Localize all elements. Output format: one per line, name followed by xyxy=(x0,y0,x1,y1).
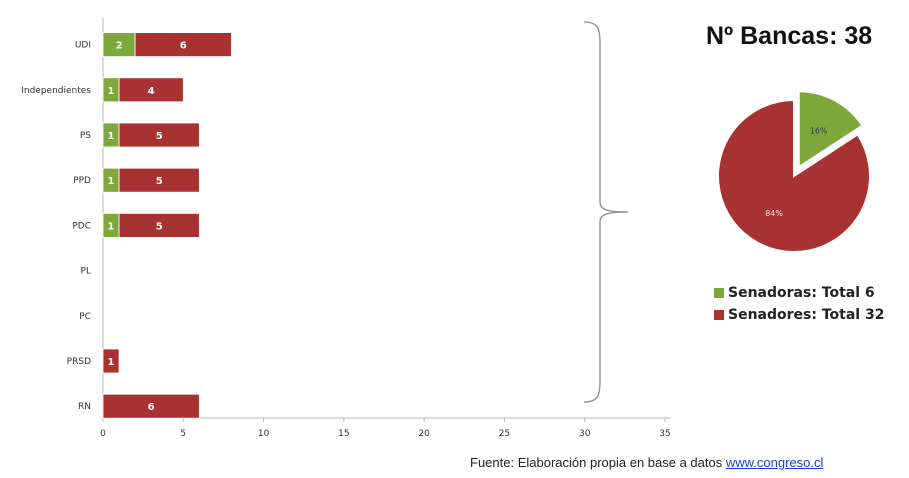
pie-slice-label: 84% xyxy=(765,209,783,218)
y-tick-label: PDC xyxy=(72,221,91,231)
bar-segment xyxy=(118,122,200,148)
bar-value-label: 4 xyxy=(148,86,155,97)
bar-segment xyxy=(118,167,200,193)
bar-value-label: 1 xyxy=(108,357,115,368)
x-tick-label: 20 xyxy=(418,429,430,439)
bar-value-label: 1 xyxy=(108,131,115,142)
pie-title: Nº Bancas: 38 xyxy=(706,22,873,50)
bar-value-label: 5 xyxy=(156,221,163,232)
bar-value-label: 6 xyxy=(180,41,187,52)
x-tick-label: 35 xyxy=(659,429,670,439)
y-tick-label: RN xyxy=(78,402,91,412)
y-tick-label: PS xyxy=(80,131,91,141)
y-tick-label: PRSD xyxy=(67,357,91,367)
bar-value-label: 2 xyxy=(116,41,123,52)
x-tick-label: 0 xyxy=(100,429,106,439)
legend-item-senadores: Senadores: Total 32 xyxy=(714,304,884,326)
pie-legend: Senadoras: Total 6 Senadores: Total 32 xyxy=(714,282,884,326)
x-tick-label: 5 xyxy=(180,429,186,439)
pie-slice xyxy=(717,98,871,253)
legend-swatch-senadores xyxy=(714,310,724,320)
x-tick-label: 30 xyxy=(579,429,591,439)
legend-label-senadores: Senadores: Total 32 xyxy=(728,307,885,323)
bar-value-label: 6 xyxy=(148,402,155,413)
x-tick-label: 10 xyxy=(258,429,270,439)
bar-segment xyxy=(118,77,184,103)
bar-value-label: 5 xyxy=(156,176,163,187)
legend-label-senadoras: Senadoras: Total 6 xyxy=(728,285,875,301)
grouping-bracket xyxy=(583,21,629,403)
pie-chart: 16% 84% xyxy=(717,90,871,253)
y-tick-label: PPD xyxy=(73,176,91,186)
y-tick-label: PC xyxy=(79,312,91,322)
x-tick-label: 25 xyxy=(499,429,510,439)
bar-segment xyxy=(134,32,232,57)
y-tick-label: Independientes xyxy=(21,86,91,96)
legend-swatch-senadoras xyxy=(714,288,724,298)
bar-value-label: 1 xyxy=(108,176,115,187)
y-tick-label: PL xyxy=(81,267,91,277)
x-tick-label: 15 xyxy=(338,429,349,439)
source-note: Fuente: Elaboración propia en base a dat… xyxy=(470,455,823,470)
y-tick-label: UDI xyxy=(75,41,91,51)
legend-item-senadoras: Senadoras: Total 6 xyxy=(714,282,884,304)
bar-segment xyxy=(102,348,120,374)
source-text: Fuente: Elaboración propia en base a dat… xyxy=(470,455,726,470)
bar-segment xyxy=(118,212,200,238)
bar-value-label: 5 xyxy=(156,131,163,142)
pie-slice xyxy=(797,90,864,170)
pie-slice-label: 16% xyxy=(810,126,828,135)
bar-value-label: 1 xyxy=(108,86,115,97)
source-link[interactable]: www.congreso.cl xyxy=(725,455,824,470)
bar-value-label: 1 xyxy=(108,221,115,232)
bar-segment xyxy=(102,393,200,419)
